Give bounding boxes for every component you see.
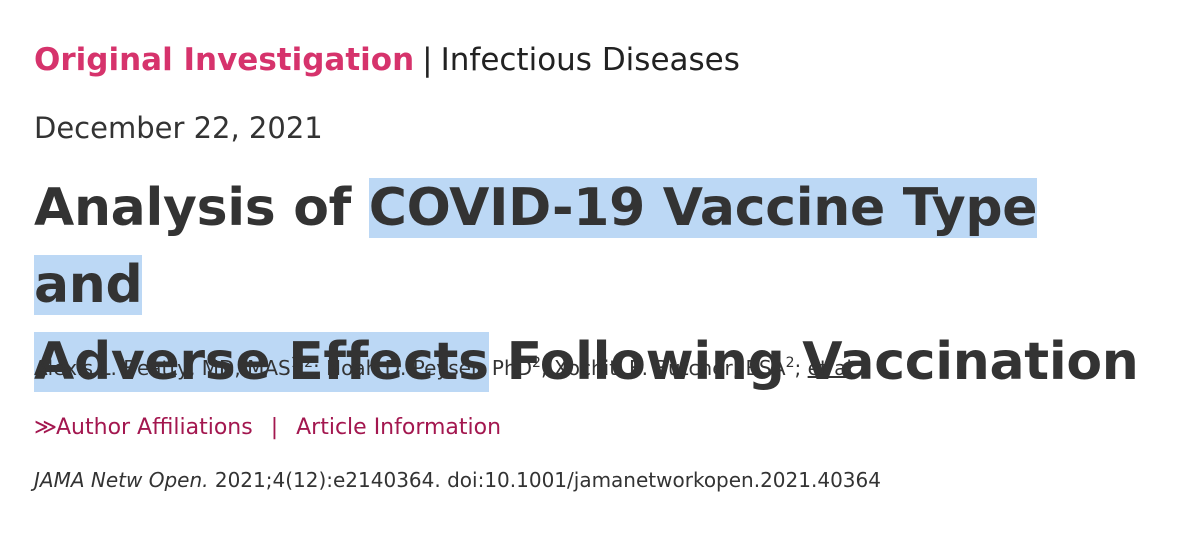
citation: JAMA Netw Open. 2021;4(12):e2140364. doi… — [34, 465, 881, 495]
publication-date: December 22, 2021 — [34, 111, 323, 145]
author-affiliations-link[interactable]: Author Affiliations — [56, 415, 253, 440]
title-part-before: Analysis of — [34, 178, 369, 238]
author-name[interactable]: Alexis L. Beatty, MD, MAS — [34, 356, 291, 380]
title-part-after: Following Vaccination — [488, 332, 1139, 392]
double-chevron-right-icon: ≫ — [34, 415, 58, 440]
article-information-link[interactable]: Article Information — [296, 415, 502, 440]
et-al-link[interactable]: et al — [807, 356, 852, 380]
author-list: Alexis L. Beatty, MD, MAS1,2; Noah D. Pe… — [34, 353, 852, 383]
author-separator: ; — [313, 356, 327, 380]
author-name[interactable]: Noah D. Peyser, PhD — [326, 356, 533, 380]
title-selected-text-2: Adverse Effects — [34, 332, 489, 392]
author-affiliation-marker: 2 — [785, 355, 795, 371]
links-separator: | — [270, 415, 279, 440]
category-primary-link[interactable]: Original Investigation — [34, 42, 415, 78]
category-separator: | — [422, 42, 433, 78]
author-name[interactable]: Xochitl E. Butcher, BSA — [554, 356, 786, 380]
citation-details: 2021;4(12):e2140364. doi:10.1001/jamanet… — [208, 468, 881, 492]
citation-journal: JAMA Netw Open. — [34, 468, 209, 492]
author-affiliation-marker: 2 — [532, 355, 541, 371]
category-secondary-link[interactable]: Infectious Diseases — [440, 42, 740, 78]
article-category: Original Investigation | Infectious Diseas… — [34, 38, 740, 82]
author-separator: ; — [794, 356, 808, 380]
article-info-links: ≫Author Affiliations | Article Information — [34, 412, 501, 444]
author-separator: ; — [540, 356, 555, 380]
article-title: Analysis of COVID-19 Vaccine Type and Adv… — [34, 170, 1154, 401]
author-affiliation-marker: 1,2 — [290, 355, 314, 371]
